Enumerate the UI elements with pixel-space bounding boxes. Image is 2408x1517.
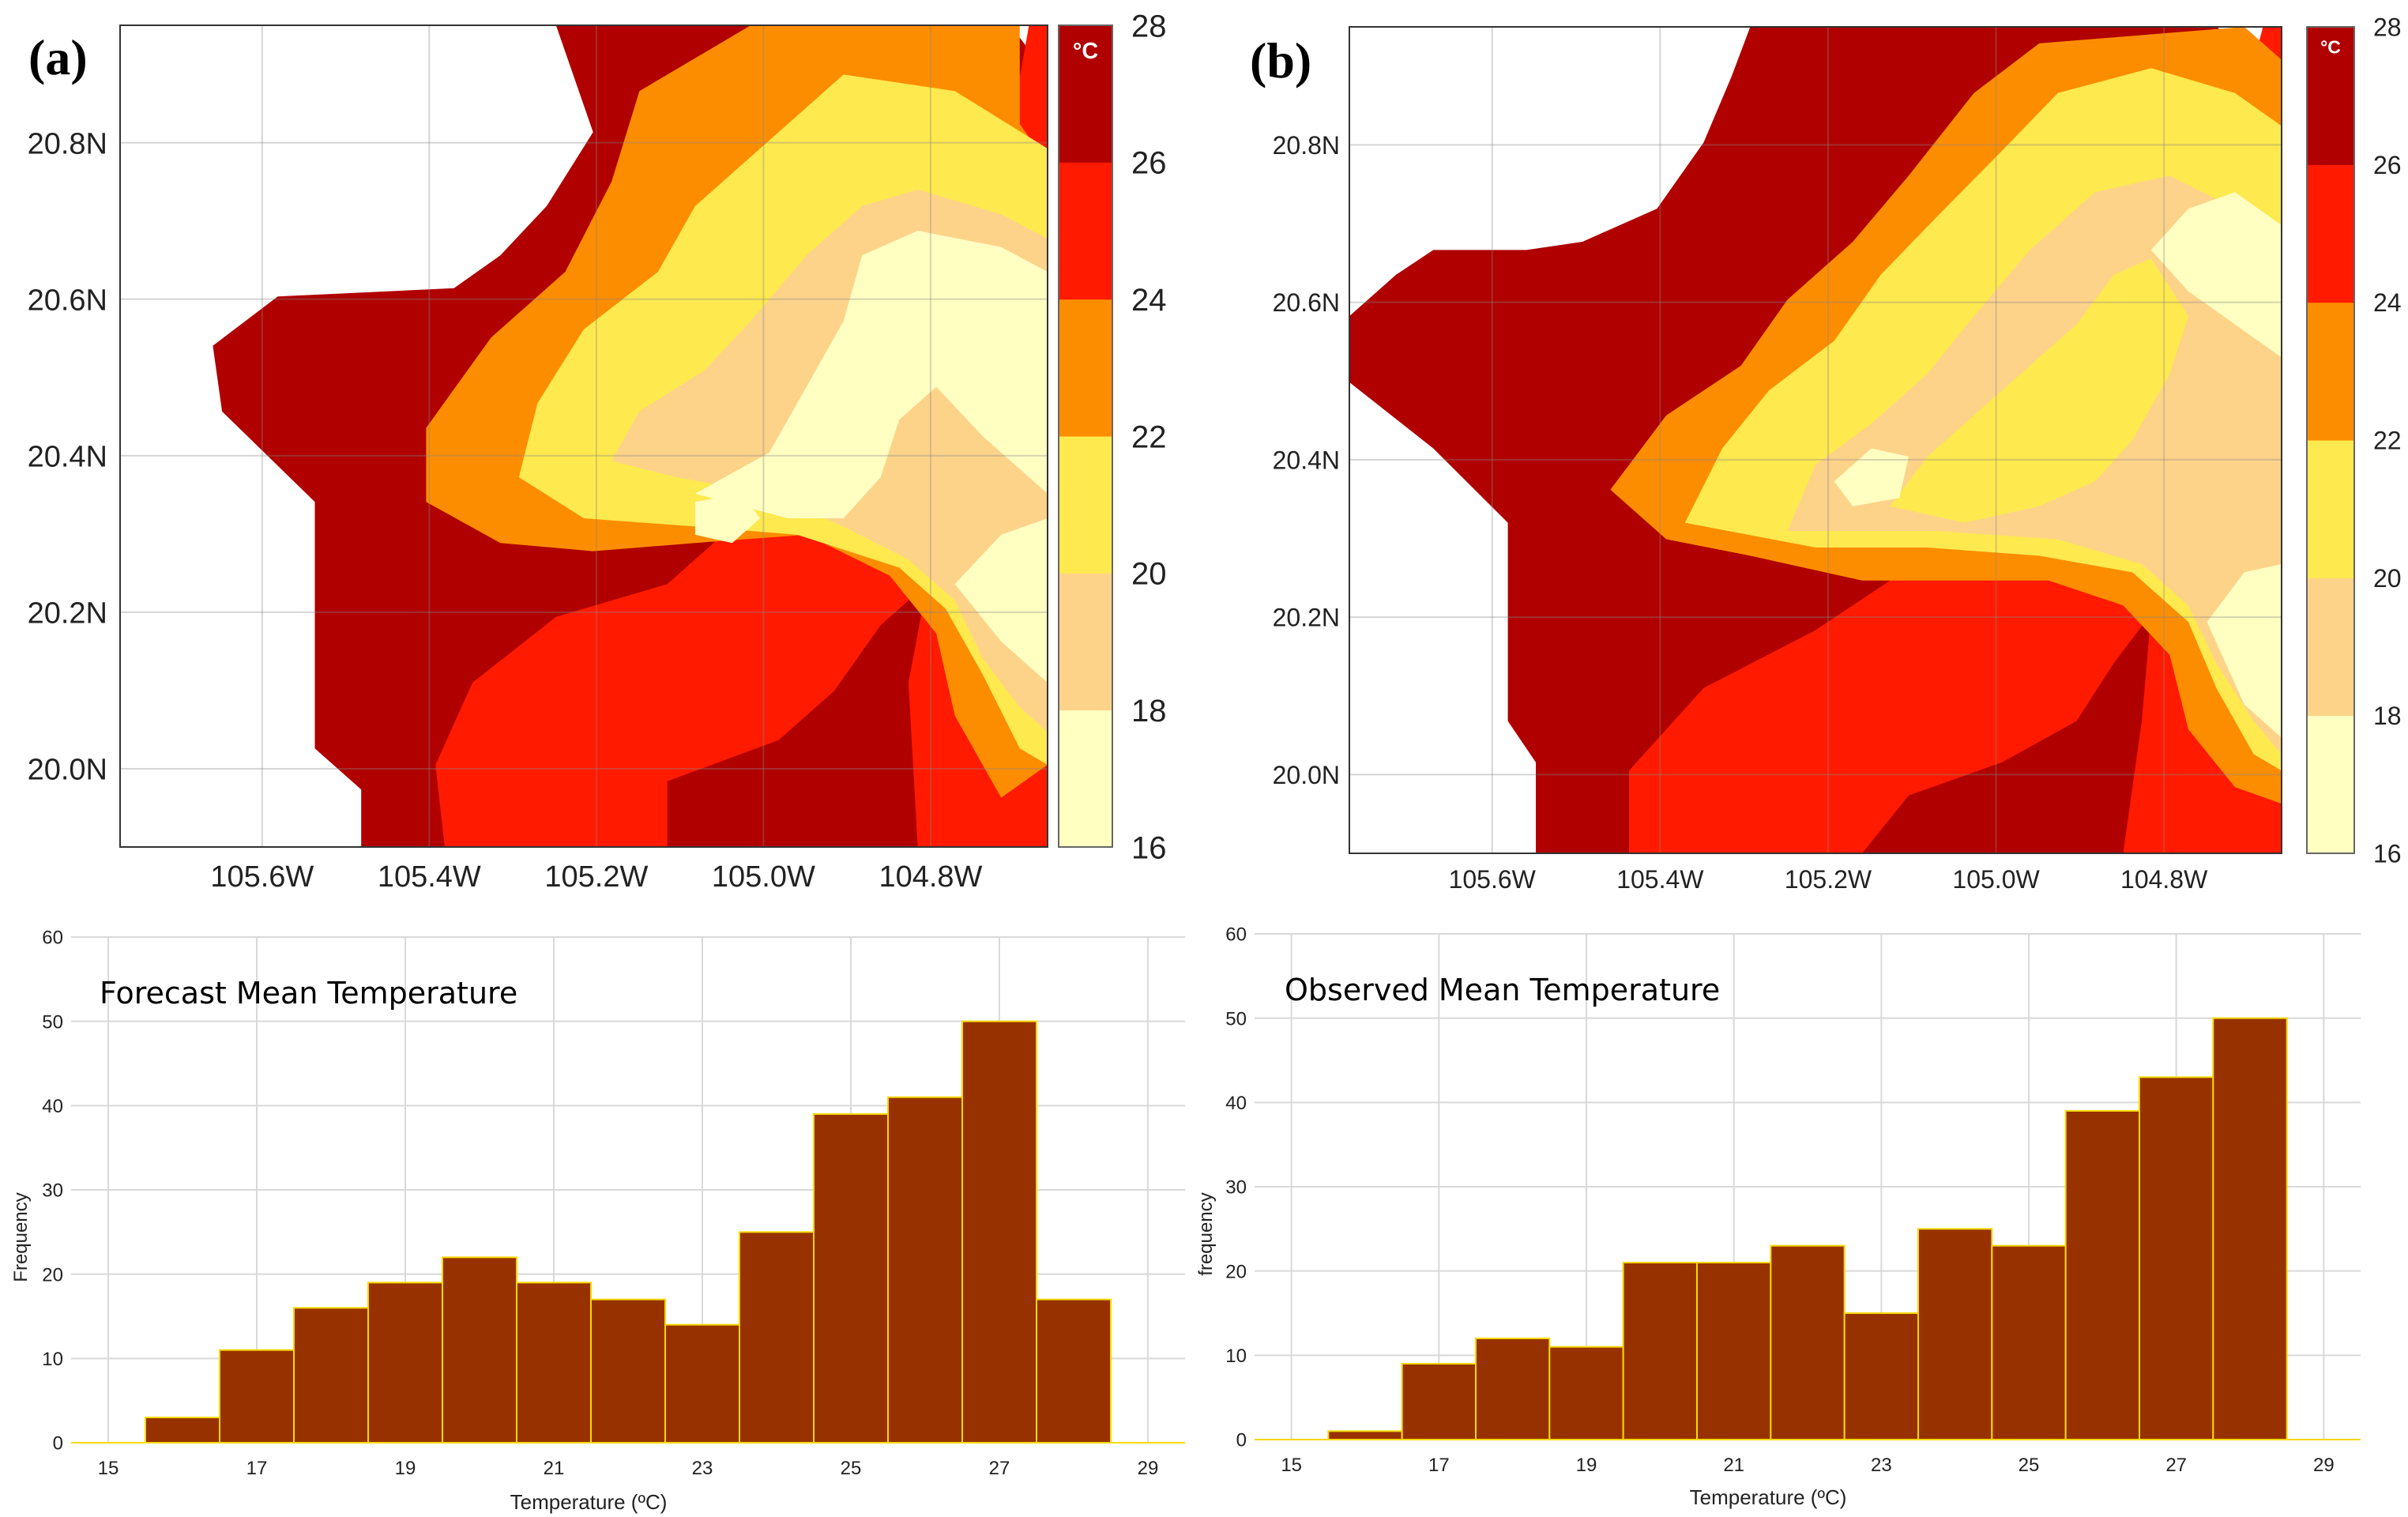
colorbar-swatch [1059,162,1112,300]
contour-layer-7 [954,518,1048,683]
map-ytick-label: 20.4N [28,440,107,473]
colorbar-unit-label: °C [1073,39,1099,64]
map-ytick-label: 20.8N [28,127,107,160]
map-xtick-label: 105.4W [378,860,481,894]
colorbar-tick-label: 18 [1131,694,1167,728]
map-frame [119,24,1048,848]
panel-letter-a: (a) [28,29,88,85]
colorbar-tick-label: 24 [1131,283,1167,318]
colorbar-tick-label: 16 [1131,830,1167,865]
colorbar-tick-label: 26 [1131,146,1167,181]
map-xtick-label: 105.6W [210,860,314,894]
colorbar-frame [1058,24,1113,848]
colorbar-tick-label: 20 [1131,557,1167,592]
colorbar-swatch [1059,299,1112,437]
map-ytick-label: 20.0N [28,754,107,787]
map-xtick-label: 105.2W [544,860,648,894]
map-ytick-label: 20.2N [28,597,107,631]
map-plot-area: 105.6W 105.4W 105.2W 105.0W 104.8W 20.0N 20.2N… [28,24,1048,894]
contour-layer-8 [694,493,761,544]
contour-layer-6 [694,231,1048,518]
colorbar-swatch [1059,710,1112,848]
colorbar-tick-label: 28 [1131,9,1167,43]
colorbar-swatch [1059,573,1112,711]
map-xtick-label: 104.8W [879,860,982,894]
map-xtick-label: 105.0W [712,860,815,894]
colorbar: 16 18 20 22 24 26 28 °C [1058,9,1167,865]
panel-letter-b: (b) [1250,32,1312,88]
colorbar-swatch [1059,25,1112,163]
colorbar-swatch [1059,436,1112,574]
contour-layer-2 [667,584,927,847]
colorbar-tick-label: 22 [1131,420,1167,454]
map-ytick-label: 20.6N [28,284,107,317]
